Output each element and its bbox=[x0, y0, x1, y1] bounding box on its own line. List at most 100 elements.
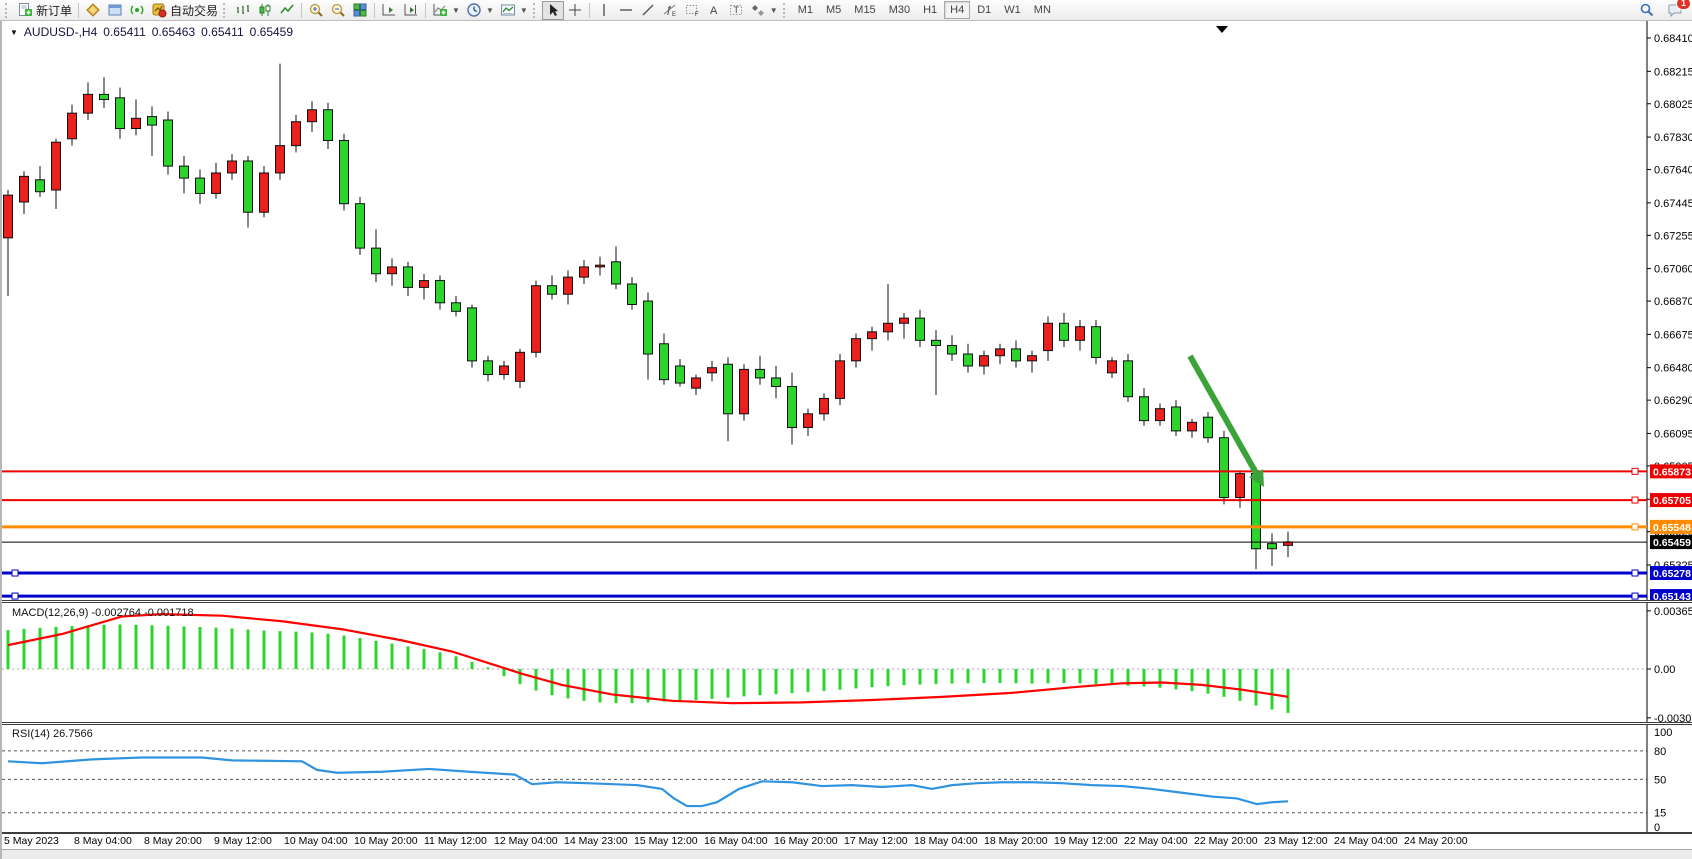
svg-text:0.67060: 0.67060 bbox=[1654, 264, 1692, 276]
symbol-timeframe-label: AUDUSD-,H4 bbox=[23, 25, 98, 39]
text-label-button[interactable]: T bbox=[725, 1, 747, 20]
terminal-window-button[interactable] bbox=[104, 1, 126, 20]
svg-text:0.67640: 0.67640 bbox=[1654, 165, 1692, 177]
macd-label: MACD(12,26,9) -0.002764 -0.001718 bbox=[12, 607, 194, 619]
new-order-icon bbox=[19, 3, 32, 16]
time-label: 11 May 12:00 bbox=[424, 835, 487, 847]
time-label: 16 May 20:00 bbox=[774, 835, 838, 847]
candlestick-chart-icon bbox=[259, 4, 271, 16]
window-bottom-edge bbox=[2, 849, 1692, 859]
autotrade-icon bbox=[152, 3, 167, 18]
timeframe-mn[interactable]: MN bbox=[1028, 1, 1057, 19]
autotrade-button[interactable]: 自动交易 bbox=[148, 1, 221, 20]
zoom-out-button[interactable] bbox=[327, 1, 349, 20]
svg-text:0.65459: 0.65459 bbox=[1653, 537, 1691, 549]
svg-text:0: 0 bbox=[1654, 822, 1660, 832]
timeframe-m30[interactable]: M30 bbox=[883, 1, 916, 19]
toolbar-grip bbox=[5, 2, 10, 18]
cursor-button[interactable] bbox=[541, 0, 564, 20]
time-label: 19 May 12:00 bbox=[1054, 835, 1118, 847]
timeframe-m1[interactable]: M1 bbox=[792, 1, 819, 19]
timeframe-d1[interactable]: D1 bbox=[971, 1, 997, 19]
svg-text:0.65278: 0.65278 bbox=[1653, 568, 1691, 580]
text-icon: A bbox=[710, 5, 718, 17]
gold-diamond-icon bbox=[86, 3, 100, 17]
cursor-icon bbox=[549, 4, 558, 16]
timeframe-h1[interactable]: H1 bbox=[917, 1, 943, 19]
vertical-line-icon bbox=[603, 4, 605, 16]
zoom-in-button[interactable] bbox=[305, 1, 327, 20]
time-label: 22 May 20:00 bbox=[1194, 835, 1258, 847]
rsi-label: RSI(14) 26.7566 bbox=[12, 728, 93, 740]
autoscroll-icon bbox=[382, 4, 396, 16]
zoom-out-icon bbox=[331, 3, 345, 17]
chart-title: ▼ AUDUSD-,H4 0.65411 0.65463 0.65411 0.6… bbox=[10, 25, 293, 39]
svg-text:0.66095: 0.66095 bbox=[1654, 428, 1692, 440]
new-order-button[interactable]: 新订单 bbox=[14, 1, 75, 20]
timeframe-m15[interactable]: M15 bbox=[848, 1, 881, 19]
signal-button[interactable] bbox=[126, 1, 148, 20]
time-label: 18 May 20:00 bbox=[984, 835, 1048, 847]
bar-chart-button[interactable] bbox=[232, 1, 254, 20]
arrows-button[interactable]: ▼ bbox=[747, 1, 781, 20]
separator bbox=[301, 2, 303, 18]
time-label: 8 May 20:00 bbox=[144, 835, 202, 847]
notifications-button[interactable]: 1 bbox=[1664, 0, 1691, 20]
channel-button[interactable]: F bbox=[681, 1, 703, 20]
text-label-icon: T bbox=[729, 5, 742, 15]
line-chart-icon bbox=[280, 4, 294, 14]
timeframe-bar: M1 M5 M15 M30 H1 H4 D1 W1 MN bbox=[792, 1, 1057, 19]
dropdown-caret-icon: ▼ bbox=[485, 5, 494, 15]
timeframe-m5[interactable]: M5 bbox=[820, 1, 847, 19]
svg-text:0.68215: 0.68215 bbox=[1654, 66, 1692, 78]
symbol-dropdown-icon[interactable]: ▼ bbox=[10, 27, 18, 37]
panel-splitter[interactable] bbox=[2, 722, 1692, 725]
price-chart[interactable]: 0.68410 0.68215 0.68025 0.67830 0.67640 0.674… bbox=[2, 21, 1692, 600]
notification-badge: 1 bbox=[1675, 0, 1691, 10]
candlestick-chart-button[interactable] bbox=[254, 1, 276, 20]
panel-splitter[interactable] bbox=[2, 600, 1692, 603]
autotrade-label: 自动交易 bbox=[170, 3, 219, 18]
timeframe-w1[interactable]: W1 bbox=[998, 1, 1027, 19]
chart-shift-button[interactable] bbox=[400, 1, 422, 20]
timeframe-h4[interactable]: H4 bbox=[944, 1, 971, 19]
add-indicator-icon bbox=[433, 4, 448, 16]
vertical-line-button[interactable] bbox=[593, 1, 615, 20]
periods-button[interactable]: ▼ bbox=[463, 1, 497, 20]
svg-text:0.65548: 0.65548 bbox=[1653, 522, 1691, 534]
crosshair-button[interactable] bbox=[564, 1, 586, 20]
toolbar-grip bbox=[782, 2, 788, 18]
chart-window[interactable]: ▼ AUDUSD-,H4 0.65411 0.65463 0.65411 0.6… bbox=[0, 21, 1692, 859]
svg-text:0.67255: 0.67255 bbox=[1654, 230, 1692, 242]
template-icon bbox=[500, 4, 515, 16]
market-watch-button[interactable] bbox=[82, 1, 104, 20]
svg-text:0.003656: 0.003656 bbox=[1654, 606, 1692, 618]
tile-windows-button[interactable] bbox=[349, 1, 371, 20]
svg-text:50: 50 bbox=[1654, 774, 1666, 786]
macd-panel[interactable]: 0.003656 0.00 -0.00307 bbox=[2, 603, 1692, 722]
svg-text:F: F bbox=[695, 12, 699, 18]
text-button[interactable]: A bbox=[703, 1, 725, 20]
toolbar-grip bbox=[532, 2, 538, 18]
separator bbox=[425, 2, 427, 18]
time-label: 12 May 04:00 bbox=[494, 835, 558, 847]
autoscroll-button[interactable] bbox=[378, 1, 400, 20]
search-button[interactable] bbox=[1636, 1, 1658, 20]
crosshair-icon bbox=[568, 4, 581, 16]
trendline-button[interactable] bbox=[637, 1, 659, 20]
svg-text:0.67830: 0.67830 bbox=[1654, 132, 1692, 144]
svg-text:0.65873: 0.65873 bbox=[1653, 466, 1691, 478]
line-chart-button[interactable] bbox=[276, 1, 298, 20]
rsi-panel[interactable]: 100 80 50 15 0 bbox=[2, 725, 1692, 832]
horizontal-line-button[interactable] bbox=[615, 1, 637, 20]
svg-text:0.67445: 0.67445 bbox=[1654, 198, 1692, 210]
indicators-button[interactable]: ▼ bbox=[429, 1, 463, 20]
signal-icon bbox=[130, 5, 144, 15]
toolbar: 新订单 bbox=[0, 0, 1692, 21]
arrows-shapes-icon bbox=[751, 5, 764, 16]
time-axis[interactable]: 5 May 2023 8 May 04:00 8 May 20:00 9 May 12… bbox=[2, 834, 1692, 849]
templates-button[interactable]: ▼ bbox=[497, 1, 531, 20]
fibonacci-button[interactable]: ƒ E bbox=[659, 1, 681, 20]
svg-text:0.00: 0.00 bbox=[1654, 664, 1675, 676]
